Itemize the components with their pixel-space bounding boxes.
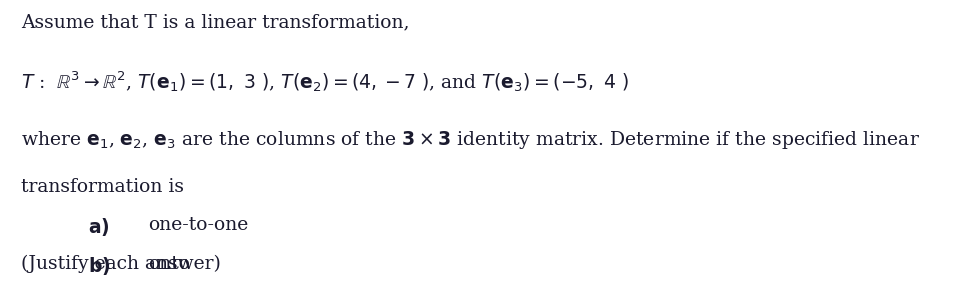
Text: where $\mathbf{e}_1$, $\mathbf{e}_2$, $\mathbf{e}_3$ are the columns of the $\ma: where $\mathbf{e}_1$, $\mathbf{e}_2$, $\… (21, 129, 919, 151)
Text: $\mathbf{b)}$: $\mathbf{b)}$ (88, 255, 111, 277)
Text: (Justify each answer): (Justify each answer) (21, 255, 221, 273)
Text: one-to-one: one-to-one (148, 216, 248, 234)
Text: $T$ :  $\mathbb{R}^3 \rightarrow \mathbb{R}^2$, $T(\mathbf{e}_1) = ( 1,\ 3\ )$, : $T$ : $\mathbb{R}^3 \rightarrow \mathbb{… (21, 70, 628, 95)
Text: Assume that T is a linear transformation,: Assume that T is a linear transformation… (21, 13, 409, 31)
Text: transformation is: transformation is (21, 178, 184, 196)
Text: onto: onto (148, 255, 190, 273)
Text: $\mathbf{a)}$: $\mathbf{a)}$ (88, 216, 110, 238)
